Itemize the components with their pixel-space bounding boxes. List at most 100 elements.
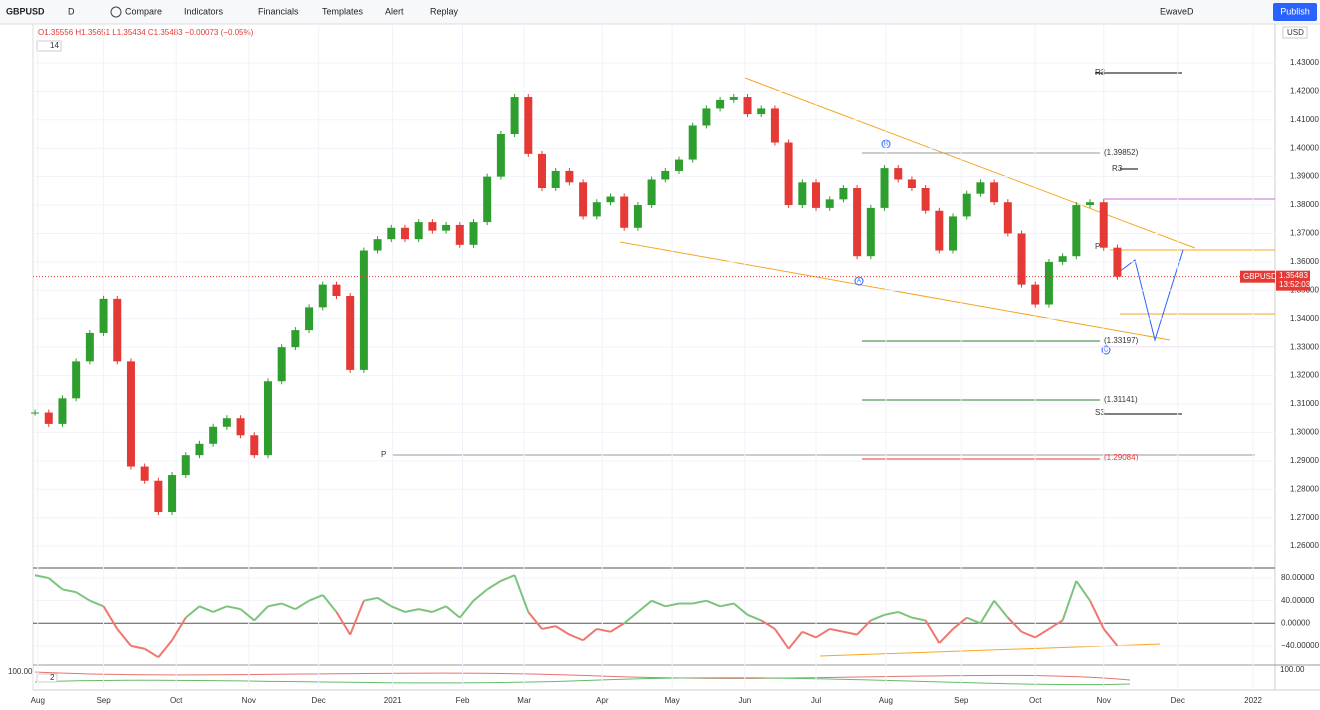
toolbar xyxy=(0,0,1320,24)
level-label: (1.29084) xyxy=(1104,453,1139,462)
candle-body xyxy=(181,455,190,476)
price-tag-countdown: 13:52:03 xyxy=(1279,280,1311,289)
x-tick-label: 2022 xyxy=(1244,696,1262,705)
candle-body xyxy=(1113,247,1122,277)
candle-body xyxy=(880,168,889,208)
candle-body xyxy=(688,125,697,160)
oscillator-segment xyxy=(1102,628,1119,647)
candle-body xyxy=(524,97,533,154)
candle-body xyxy=(990,182,999,203)
oscillator-segment xyxy=(829,627,844,633)
candle-body xyxy=(1086,202,1095,206)
candle-body xyxy=(428,222,437,231)
candle-body xyxy=(606,196,615,203)
candle-body xyxy=(442,224,451,231)
oscillator-segment xyxy=(911,616,926,622)
price-tag xyxy=(1240,270,1275,283)
oscillator-segment xyxy=(651,599,666,608)
candle-body xyxy=(31,412,40,414)
oscillator-segment xyxy=(212,605,228,613)
pane-label: 100.00 xyxy=(1280,665,1305,674)
candle-body xyxy=(305,307,314,331)
x-tick-label: Sep xyxy=(96,696,111,705)
candle-body xyxy=(675,159,684,171)
alert[interactable]: Alert xyxy=(385,6,404,16)
candle-body xyxy=(757,108,766,115)
oscillator-segment xyxy=(363,596,378,602)
oscillator-segment xyxy=(747,613,762,622)
ohlc-legend: O1.35556 H1.35651 L1.35434 C1.35483 −0.0… xyxy=(38,28,254,37)
x-tick-label: Aug xyxy=(31,696,45,705)
oscillator-segment xyxy=(582,628,598,642)
oscillator-segment xyxy=(62,588,77,594)
candle-body xyxy=(209,426,218,444)
oscillator-segment xyxy=(308,594,324,602)
length[interactable]: 14 xyxy=(50,41,59,50)
currency-box[interactable] xyxy=(1282,26,1308,39)
layout-name[interactable]: EwaveD xyxy=(1160,6,1194,16)
oscillator-segment xyxy=(102,605,119,630)
drawings xyxy=(34,72,1275,686)
y-tick-label: 0.00000 xyxy=(1281,618,1310,627)
candle-body xyxy=(58,398,67,424)
oscillator-segment xyxy=(979,600,995,624)
candle-body xyxy=(743,97,752,115)
candle-body xyxy=(195,443,204,456)
y-tick-label: 1.40000 xyxy=(1290,143,1319,152)
oscillator-segment xyxy=(486,580,502,591)
candle-body xyxy=(716,99,725,109)
oscillator-segment xyxy=(404,608,419,613)
level-label: P xyxy=(1095,242,1100,251)
oscillator-segment xyxy=(527,611,543,630)
y-tick-label: 1.26000 xyxy=(1290,541,1319,550)
price-tag-symbol: GBPUSD xyxy=(1243,272,1277,281)
candle-body xyxy=(962,193,971,217)
oscillator-segment xyxy=(801,630,817,639)
candle-body xyxy=(537,153,546,188)
y-tick-label: 1.36000 xyxy=(1290,257,1319,266)
publish-button[interactable] xyxy=(1273,3,1317,21)
oscillator-segment xyxy=(555,625,570,636)
candle-body xyxy=(579,182,588,217)
pane-setting[interactable]: 2 xyxy=(50,673,55,682)
templates[interactable]: Templates xyxy=(322,6,364,16)
currency[interactable]: USD xyxy=(1287,28,1304,37)
oscillator-segment xyxy=(596,627,611,633)
x-tick-label: 2021 xyxy=(384,696,402,705)
candle-body xyxy=(1044,261,1053,305)
y-tick-label: 1.38000 xyxy=(1290,200,1319,209)
candle-body xyxy=(551,170,560,188)
interval[interactable]: D xyxy=(68,6,75,16)
oscillator-segment xyxy=(472,588,488,602)
oscillator-segment xyxy=(281,602,296,611)
y-tick-label: 1.31000 xyxy=(1290,399,1319,408)
x-tick-label: Aug xyxy=(879,696,893,705)
oscillator-segment xyxy=(692,599,707,605)
candle-body xyxy=(839,187,848,200)
candle-body xyxy=(894,168,903,180)
y-tick-label: 1.27000 xyxy=(1290,513,1319,522)
oscillator-segment xyxy=(1007,616,1023,633)
level-label: S3 xyxy=(1095,408,1105,417)
y-tick-label: 40.00000 xyxy=(1281,596,1315,605)
y-tick-label: 1.30000 xyxy=(1290,428,1319,437)
candle-body xyxy=(318,284,327,308)
oscillator-segment xyxy=(1021,630,1036,639)
candle-body xyxy=(770,108,779,143)
candle-body xyxy=(1031,284,1040,305)
oscillator-segment xyxy=(760,619,776,630)
compare[interactable]: Compare xyxy=(125,6,162,16)
symbol[interactable]: GBPUSD xyxy=(6,6,45,16)
oscillator-segment xyxy=(321,594,338,613)
candle-body xyxy=(592,202,601,217)
oscillator-segment xyxy=(787,631,804,650)
y-tick-label: 1.34000 xyxy=(1290,314,1319,323)
oscillator-segment xyxy=(609,622,625,633)
financials[interactable]: Financials xyxy=(258,6,299,16)
oscillator-segment xyxy=(459,600,475,619)
publish[interactable]: Publish xyxy=(1280,6,1310,16)
indicators[interactable]: Indicators xyxy=(184,6,224,16)
oscillator-segment xyxy=(733,602,749,616)
level-label: R3 xyxy=(1095,68,1106,77)
replay[interactable]: Replay xyxy=(430,6,459,16)
